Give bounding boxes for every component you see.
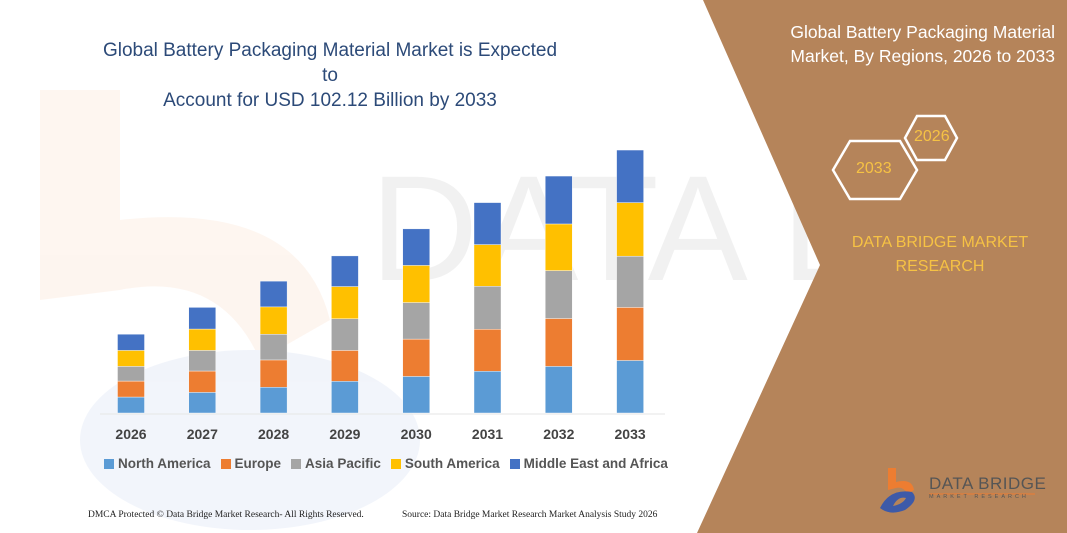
x-tick-label: 2028 — [258, 426, 290, 442]
bar-segment-2032-middle-east-and-africa — [545, 175, 573, 225]
bar-segment-2027-middle-east-and-africa — [188, 307, 217, 330]
bar-segment-2028-south-america — [259, 306, 288, 335]
bar-segment-2029-south-america — [331, 286, 359, 319]
hex-year-start: 2026 — [914, 128, 950, 145]
bar-segment-2030-asia-pacific — [402, 302, 430, 340]
legend-item: Middle East and Africa — [509, 456, 668, 471]
hex-year-end: 2033 — [856, 160, 892, 177]
bar-segment-2032-europe — [545, 318, 573, 367]
bar-segment-2032-south-america — [545, 223, 573, 271]
bar-segment-2027-south-america — [188, 328, 217, 351]
bar-segment-2031-south-america — [473, 244, 502, 287]
bar-segment-2031-europe — [473, 329, 502, 372]
legend-swatch — [509, 458, 520, 469]
x-tick-label: 2029 — [329, 426, 361, 442]
x-tick-label: 2030 — [400, 426, 432, 442]
bar-segment-2029-asia-pacific — [331, 318, 359, 351]
legend-item: Asia Pacific — [291, 456, 381, 471]
side-panel-title: Global Battery Packaging Material Market… — [760, 20, 1055, 68]
bar-segment-2033-north-america — [616, 360, 644, 414]
bar-segment-2029-north-america — [331, 381, 359, 414]
bar-segment-2031-asia-pacific — [473, 286, 502, 330]
footer-copyright: DMCA Protected © Data Bridge Market Rese… — [88, 510, 364, 520]
legend-label: North America — [118, 456, 211, 471]
bar-segment-2032-asia-pacific — [545, 270, 573, 319]
bar-segment-2027-asia-pacific — [188, 350, 217, 372]
x-tick-label: 2027 — [186, 426, 218, 442]
bar-segment-2026-asia-pacific — [117, 366, 145, 382]
x-tick-label: 2026 — [115, 426, 147, 442]
bar-segment-2033-middle-east-and-africa — [616, 149, 644, 203]
legend-item: North America — [104, 456, 211, 471]
side-panel — [697, 0, 1067, 533]
bar-segment-2033-europe — [616, 307, 644, 361]
legend-label: Asia Pacific — [305, 456, 381, 471]
legend-swatch — [104, 458, 114, 469]
logo-name: DATA BRIDGE — [929, 474, 1047, 493]
chart-title-line2: Account for USD 102.12 Billion by 2033 — [163, 90, 497, 111]
bar-segment-2030-europe — [402, 338, 430, 377]
logo-sub: MARKET RESEARCH — [929, 494, 1029, 500]
x-tick-label: 2033 — [614, 426, 646, 442]
brand-line1: DATA BRIDGE MARKET — [851, 234, 1029, 251]
legend-swatch — [291, 458, 302, 469]
chart-plot — [117, 149, 644, 414]
x-tick-label: 2031 — [471, 426, 504, 442]
legend-label: Middle East and Africa — [523, 456, 668, 471]
bar-segment-2027-europe — [188, 370, 217, 393]
bar-segment-2031-middle-east-and-africa — [473, 202, 502, 245]
brand-text: DATA BRIDGE MARKET RESEARCH — [830, 231, 1050, 279]
legend-item: Europe — [220, 456, 282, 471]
side-title-line2: Market, By Regions, 2026 to 2033 — [790, 46, 1055, 66]
bar-segment-2033-asia-pacific — [616, 255, 644, 308]
bar-segment-2028-europe — [259, 359, 288, 388]
hexagon-2026 — [903, 114, 959, 162]
hexagon-2033 — [831, 139, 919, 201]
bar-segment-2029-middle-east-and-africa — [331, 255, 359, 287]
bar-segment-2033-south-america — [616, 202, 644, 257]
footer-source: Source: Data Bridge Market Research Mark… — [402, 510, 658, 520]
x-tick-label: 2032 — [543, 426, 575, 442]
bar-segment-2031-north-america — [473, 371, 502, 414]
legend: North America Europe Asia Pacific South Ame… — [104, 456, 668, 471]
bar-segment-2028-middle-east-and-africa — [259, 280, 288, 308]
brand-line2: RESEARCH — [895, 258, 985, 275]
bar-segment-2030-south-america — [402, 265, 430, 303]
bar-segment-2027-north-america — [188, 392, 217, 414]
bar-segment-2029-europe — [331, 350, 359, 382]
logo-icon — [880, 468, 1035, 513]
bar-segment-2028-asia-pacific — [259, 333, 288, 361]
side-title-line1: Global Battery Packaging Material — [790, 22, 1055, 42]
chart-title: Global Battery Packaging Material Market… — [100, 38, 560, 113]
bar-segment-2030-north-america — [402, 376, 430, 414]
legend-swatch — [220, 458, 231, 469]
bar-segment-2026-north-america — [117, 396, 145, 414]
bar-segment-2030-middle-east-and-africa — [402, 228, 430, 266]
bar-segment-2026-europe — [117, 380, 145, 398]
legend-swatch — [390, 458, 401, 469]
bar-segment-2028-north-america — [259, 387, 288, 414]
legend-label: Europe — [234, 456, 282, 471]
chart-title-line1: Global Battery Packaging Material Market… — [102, 40, 558, 86]
bar-segment-2026-middle-east-and-africa — [117, 333, 145, 351]
legend-item: South America — [390, 456, 500, 471]
bar-segment-2026-south-america — [117, 350, 145, 367]
legend-label: South America — [404, 456, 500, 471]
bar-segment-2032-north-america — [545, 366, 573, 414]
